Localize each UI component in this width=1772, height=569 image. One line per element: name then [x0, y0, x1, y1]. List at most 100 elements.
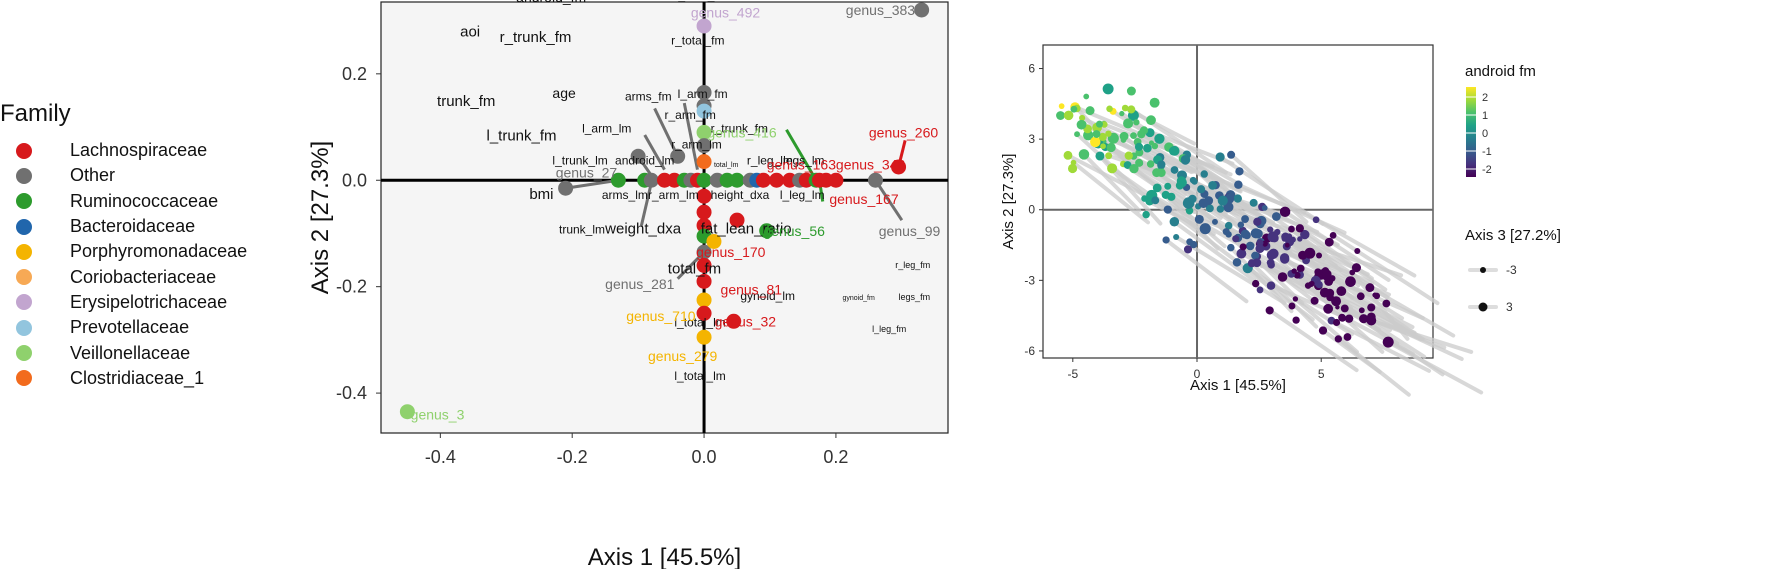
genus-point — [399, 404, 415, 420]
sample-point — [1253, 229, 1263, 239]
sample-point — [1106, 142, 1116, 153]
variable-label: arms_fm — [625, 89, 672, 103]
genus-label: genus_710 — [626, 308, 696, 324]
legend-item: Lachnospiraceae — [0, 138, 330, 163]
x-tick-label: 5 — [1318, 367, 1325, 381]
sample-point — [1146, 115, 1156, 126]
sample-point — [1295, 224, 1305, 233]
sample-point — [1063, 110, 1074, 121]
genus-label: genus_32 — [715, 313, 777, 329]
plot-panel — [380, 1, 949, 434]
genus-label: genus_167 — [829, 191, 899, 207]
genus-point — [696, 244, 712, 260]
genus-label: genus_383 — [846, 2, 916, 18]
genus-point — [759, 223, 775, 239]
sample-point — [1129, 164, 1139, 174]
sample-point — [1249, 198, 1258, 207]
variable-label: r_total_fm — [671, 34, 724, 48]
sample-point — [1314, 268, 1322, 276]
sample-ordination-chart: -5 0 5 6 3 0 -3 -6 Axis 1 [45.5%] Axis 2 [27.3%] a… — [1000, 44, 1561, 397]
variable-label: r_leg_lm — [747, 153, 793, 167]
sample-point — [1154, 133, 1165, 144]
size-legend-label: 3 — [1506, 300, 1513, 314]
sample-point — [1222, 228, 1230, 236]
connector-segment — [785, 128, 818, 182]
variable-label: trunk_lm — [559, 222, 605, 236]
sample-point — [1227, 243, 1235, 252]
sample-point — [1149, 97, 1160, 108]
legend-label: Prevotellaceae — [70, 317, 190, 338]
variable-label: aoi — [460, 24, 480, 41]
variable-label: legs_fm — [899, 292, 931, 302]
sample-point — [1284, 242, 1290, 248]
legend-item: Ruminococcaceae — [0, 189, 330, 214]
sample-link — [1327, 290, 1407, 333]
sample-point — [1164, 182, 1172, 190]
sample-point — [1123, 118, 1134, 129]
legend-label: Clostridiaceae_1 — [70, 367, 205, 388]
sample-point — [1367, 303, 1376, 312]
x-tick-label: 0.0 — [692, 447, 717, 467]
sample-point — [1291, 268, 1297, 274]
sample-point — [1200, 170, 1208, 178]
legend-swatch — [16, 167, 32, 184]
variable-label: height_dxa — [711, 188, 770, 202]
sample-point — [1211, 218, 1218, 225]
genus-label: genus_99 — [879, 223, 941, 239]
variable-label: total_lm — [714, 162, 739, 169]
genus-point — [643, 172, 659, 188]
legend-item: Bacteroidaceae — [0, 214, 330, 239]
sample-point — [1271, 212, 1281, 221]
sample-point — [1236, 248, 1247, 259]
y-tick-label: -6 — [1024, 344, 1035, 358]
sample-point — [1119, 110, 1125, 117]
genus-point — [696, 305, 712, 321]
sample-link — [1336, 336, 1411, 397]
variable-label: total_fm — [668, 260, 721, 277]
genus-label: genus_170 — [696, 244, 766, 260]
sample-point — [1297, 236, 1303, 242]
sample-point — [1318, 326, 1328, 335]
size-legend-point — [1478, 302, 1488, 312]
y-tick-label: -0.2 — [336, 277, 367, 297]
sample-point — [1304, 282, 1312, 289]
sample-point — [1134, 142, 1144, 151]
legend-swatch — [16, 218, 32, 235]
genus-point — [769, 172, 785, 188]
genus-point — [696, 138, 712, 154]
sample-point — [1105, 130, 1112, 137]
x-tick-label: -5 — [1067, 367, 1078, 381]
variable-label: trunk_fm — [437, 93, 495, 110]
sample-link — [1202, 172, 1307, 215]
variable-label: l_arm_lm — [582, 121, 631, 135]
genus-point — [696, 292, 712, 308]
y-tick-label: 6 — [1028, 62, 1035, 76]
sample-link — [1331, 233, 1440, 306]
sample-point — [1135, 158, 1144, 167]
genus-point — [696, 204, 712, 220]
variable-label: r_trunk_fm — [500, 29, 572, 46]
sample-point — [1126, 86, 1136, 96]
sample-point — [1079, 114, 1086, 122]
sample-point — [1186, 238, 1194, 246]
sample-point — [1208, 180, 1218, 190]
sample-point — [1137, 129, 1146, 139]
sample-point — [1316, 252, 1323, 259]
variable-label: l_arm_fm — [678, 87, 728, 101]
sample-link — [1081, 152, 1142, 213]
sample-point — [1382, 336, 1394, 348]
sample-link — [1071, 160, 1151, 225]
sample-point — [1321, 269, 1332, 280]
sample-point — [1100, 143, 1106, 150]
sample-point — [1324, 237, 1334, 247]
colorbar-tick-label: -2 — [1482, 164, 1492, 176]
legend-label: Porphyromonadaceae — [70, 241, 248, 262]
sample-point — [1143, 143, 1152, 153]
sample-point — [1215, 152, 1225, 162]
genus-label: genus_492 — [691, 5, 761, 21]
x-tick-label: -0.4 — [425, 447, 456, 467]
sample-point — [1315, 280, 1323, 289]
sample-point — [1233, 194, 1242, 203]
sample-point — [1279, 253, 1290, 263]
sample-point — [1188, 194, 1197, 204]
